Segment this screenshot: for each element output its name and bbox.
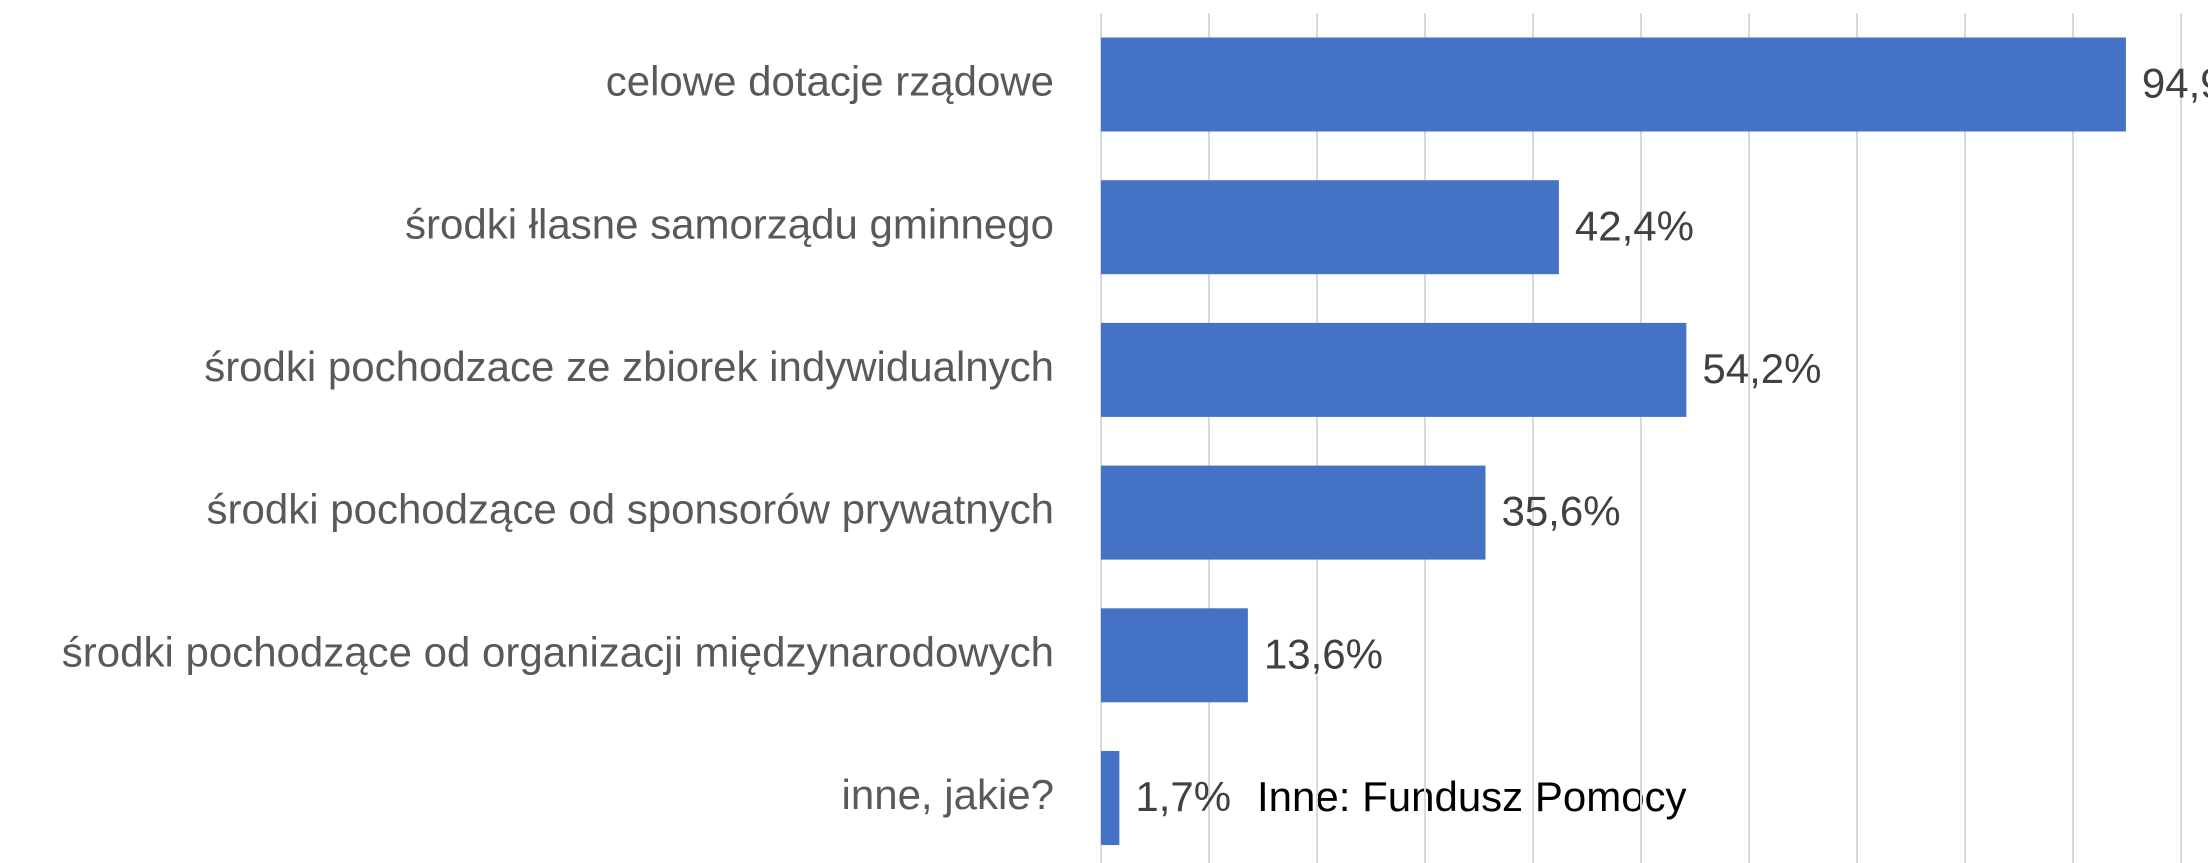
y-tick-label: środki łlasne samorządu gminnego: [405, 200, 1054, 247]
data-label: 1,7%: [1135, 773, 1231, 820]
bar: [1101, 180, 1559, 275]
y-tick-label: środki pochodzace ze zbiorek indywidualn…: [204, 343, 1054, 390]
y-tick-label: inne, jakie?: [842, 771, 1054, 818]
bar: [1101, 37, 2126, 132]
bar: [1101, 465, 1486, 560]
data-label: 35,6%: [1501, 488, 1620, 535]
data-label: 13,6%: [1264, 630, 1383, 677]
y-tick-label: środki pochodzące od organizacji międzyn…: [62, 628, 1054, 675]
annotation: Inne: Fundusz Pomocy: [1257, 773, 1687, 820]
data-label: 94,9%: [2142, 60, 2208, 107]
data-label: 42,4%: [1575, 202, 1694, 249]
bar: [1101, 608, 1248, 703]
y-tick-label: celowe dotacje rządowe: [606, 58, 1054, 105]
data-label: 54,2%: [1702, 345, 1821, 392]
bar: [1101, 322, 1687, 417]
bar: [1101, 751, 1120, 845]
y-tick-label: środki pochodzące od sponsorów prywatnyc…: [207, 486, 1054, 533]
